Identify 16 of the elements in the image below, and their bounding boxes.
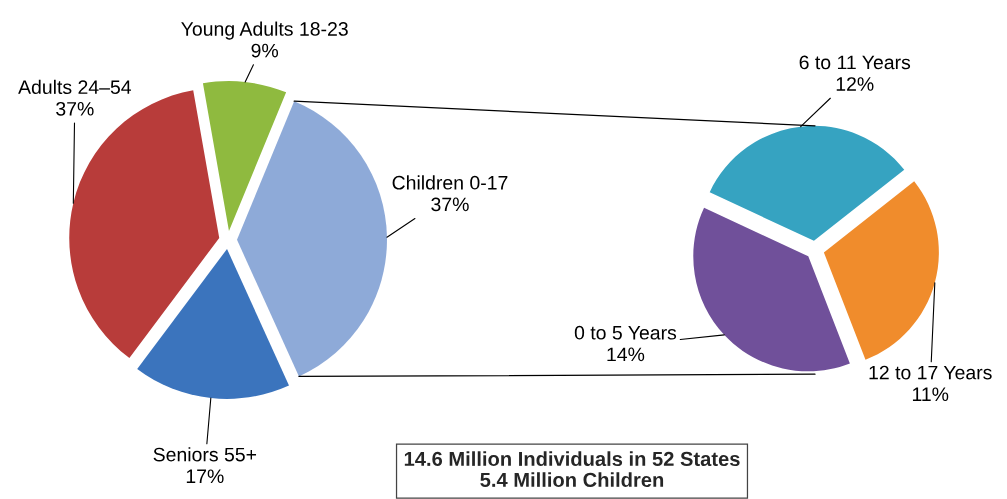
data-label: 14% [607,347,645,362]
data-label: 37% [431,197,469,212]
text: 5.4 Million Children [480,472,664,488]
slice-label: Adults 24–54 [18,79,132,95]
slice-label: Young Adults 18-23 [181,21,348,40]
slice-label: 0 to 5 Years [574,325,677,340]
slice-label: Seniors 55+ [153,447,257,462]
slice-label: 12 to 17 Years [869,365,992,380]
text: 14.6 Million Individuals in 52 States [404,451,740,467]
data-label: 9% [251,43,279,58]
slice-label: 6 to 11 Years [799,55,911,70]
slice-label: Children 0-17 [392,175,508,190]
data-label: 17% [186,469,224,484]
data-label: 11% [912,387,949,402]
data-label: 12% [836,77,874,91]
data-label: 37% [56,101,94,116]
